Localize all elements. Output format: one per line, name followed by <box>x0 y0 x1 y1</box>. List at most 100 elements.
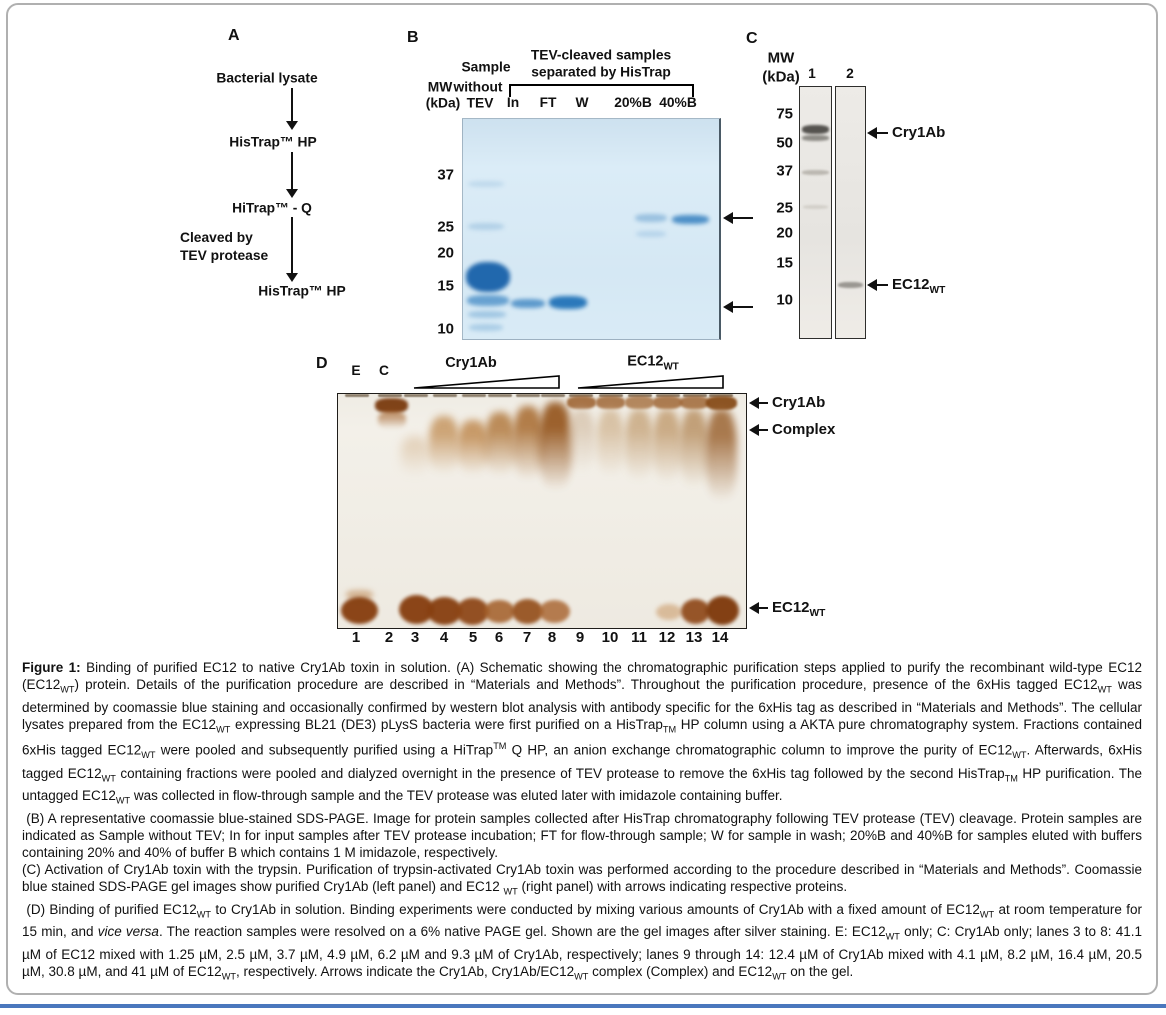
gel-band-b <box>468 311 506 318</box>
arrow-shaft <box>291 152 294 190</box>
lane-number-d: 9 <box>575 629 585 646</box>
lane-number-d: 12 <box>658 629 676 646</box>
mw-mark-c: 50 <box>776 134 793 152</box>
gel-band-d <box>488 394 512 397</box>
lane-number-d: 11 <box>631 629 647 646</box>
gel-band-d <box>656 604 682 620</box>
gel-band-d <box>485 412 515 476</box>
arrow-head-icon <box>286 189 298 198</box>
gel-d <box>337 393 747 629</box>
gel-band-b <box>468 181 504 187</box>
lane-label-b: W <box>575 95 589 110</box>
arrow-shaft <box>757 402 768 405</box>
gel-band-d <box>429 416 459 474</box>
lane-number-d: 3 <box>410 629 420 646</box>
wedge-label-ec12: EC12WT <box>627 353 679 373</box>
mw-mark-b: 37 <box>437 166 454 184</box>
gel-band-d <box>458 420 488 475</box>
gel-band-d <box>516 394 540 397</box>
lane-number-d: 2 <box>384 629 394 646</box>
gel-band-d <box>596 396 625 409</box>
mw-mark-c: 25 <box>776 199 793 217</box>
gel-band-d <box>512 599 543 624</box>
gel-band-b <box>511 299 545 308</box>
gel-b <box>462 118 721 340</box>
panel-d-label: D <box>316 355 328 372</box>
left-arrow-head-icon <box>867 279 877 291</box>
panel-c-label: C <box>746 30 758 47</box>
gel-band-d <box>625 396 654 409</box>
no-tev-line1: Sample <box>461 59 511 75</box>
mw-title-b-line1: MW <box>427 79 453 95</box>
footer-accent-bar <box>0 1004 1166 1008</box>
gel-band-b <box>549 296 587 309</box>
band-pointer-arrow-d: EC12WT <box>749 599 825 619</box>
mw-mark-b: 25 <box>437 218 454 236</box>
arrow-head-icon <box>286 273 298 282</box>
caption-paragraph-1: Figure 1: Binding of purified EC12 to na… <box>22 660 1143 806</box>
lane-number-d: 1 <box>351 629 361 646</box>
arrow-shaft <box>875 132 888 135</box>
histrap-bracket <box>509 84 694 97</box>
gel-band-d <box>625 409 653 481</box>
mw-mark-b: 15 <box>437 277 454 295</box>
arrow-shaft <box>731 306 753 309</box>
flow-step-bacterial-lysate: Bacterial lysate <box>216 70 318 86</box>
arrow-label: Complex <box>772 421 836 438</box>
gel-band-d <box>653 396 682 409</box>
gel-band-d <box>568 409 595 473</box>
lane-label-b: 20%B <box>614 95 652 110</box>
flow-arrow-2 <box>286 152 298 198</box>
side-note-line2: TEV protease <box>180 248 269 263</box>
gel-band-d <box>345 394 369 397</box>
cry1ab-gradient-wedge-icon <box>413 375 560 389</box>
gel-band-c1 <box>802 135 829 141</box>
gel-c-lane1 <box>799 86 832 339</box>
gel-band-d <box>706 596 739 625</box>
gel-band-c1 <box>803 205 828 209</box>
mw-mark-c: 20 <box>776 224 793 242</box>
gel-band-b <box>469 324 503 331</box>
caption-paragraph-3: (C) Activation of Cry1Ab toxin with the … <box>22 861 1142 897</box>
gel-band-d <box>706 396 737 410</box>
lane-number-d: 8 <box>547 629 557 646</box>
gel-band-d <box>681 599 710 624</box>
flow-arrow-1 <box>286 88 298 130</box>
band-pointer-arrow-c: Cry1Ab <box>867 124 945 141</box>
mw-mark-b: 10 <box>437 320 454 338</box>
side-note-line1: Cleaved by <box>180 230 253 245</box>
gel-band-d <box>341 597 378 624</box>
gel-band-b <box>635 214 667 222</box>
lane-number-d: 4 <box>439 629 449 646</box>
gel-band-b <box>467 295 509 306</box>
gel-band-d <box>653 409 681 483</box>
arrow-shaft <box>875 284 888 287</box>
lane-number-d: 14 <box>711 629 729 646</box>
flow-step-histrap-2: HisTrap™ HP <box>258 283 346 299</box>
band-pointer-arrow-d: Cry1Ab <box>749 394 825 411</box>
mw-mark-c: 15 <box>776 254 793 272</box>
gel-band-d <box>375 398 408 413</box>
mw-mark-c: 37 <box>776 162 793 180</box>
mw-mark-c: 10 <box>776 291 793 309</box>
gel-band-d <box>539 600 570 623</box>
arrow-shaft <box>731 217 753 220</box>
lane-label-b: In <box>506 95 520 110</box>
left-arrow-head-icon <box>867 127 877 139</box>
band-pointer-arrow-b <box>723 301 753 313</box>
gel-band-d <box>484 600 515 623</box>
arrow-shaft <box>757 429 768 432</box>
left-arrow-head-icon <box>749 397 759 409</box>
lane-label-c: 2 <box>846 66 854 81</box>
arrow-label: Cry1Ab <box>772 394 826 411</box>
gel-band-c1 <box>802 170 829 175</box>
gel-band-b <box>466 262 510 292</box>
lane-number-d: 5 <box>468 629 478 646</box>
mw-title-b-line2: (kDa) <box>425 95 461 111</box>
gel-band-d <box>456 598 489 625</box>
caption-paragraph-2: (B) A representative coomassie blue-stai… <box>22 810 1142 860</box>
lane-label-b: 40%B <box>659 95 697 110</box>
arrow-shaft <box>291 217 294 274</box>
gel-band-d <box>541 394 565 397</box>
gel-c-lane2 <box>835 86 866 339</box>
